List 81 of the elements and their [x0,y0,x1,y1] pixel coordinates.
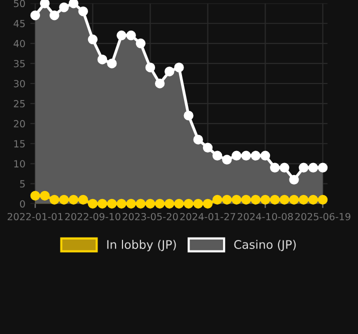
y-tick-label: 0 [20,200,25,208]
point [164,66,174,76]
point [136,198,146,209]
y-tick-label: 5 [20,180,25,188]
point [250,150,261,161]
point [298,194,308,205]
point [193,198,204,209]
x-tick-label: 2024-10-08 [238,212,293,220]
point [184,110,194,120]
point [97,198,108,209]
point [68,0,78,8]
point [174,62,184,72]
point [202,142,213,152]
point [145,62,156,72]
point [270,162,280,173]
x-tick-label: 2022-01-01 [8,212,63,220]
point [308,194,318,205]
point [212,194,222,205]
point [318,194,328,205]
point [116,198,126,209]
point [107,58,117,68]
y-tick-label: 35 [14,60,25,68]
point [97,54,108,64]
point [154,78,165,88]
x-tick-label: 2025-06-19 [295,212,350,220]
point [154,198,165,209]
point [241,150,251,161]
point [116,30,126,40]
y-tick-label: 10 [14,160,25,168]
point [298,162,308,173]
point [78,194,88,205]
point [174,198,184,209]
point [59,2,69,12]
point [50,194,60,205]
y-tick-label: 50 [14,0,25,8]
y-tick-label: 25 [14,100,25,108]
point [202,198,213,209]
point [136,38,146,48]
legend-label: Casino (JP) [234,240,296,252]
point [40,0,50,8]
point [50,10,60,20]
point [59,194,69,205]
point [126,30,136,40]
y-tick-label: 30 [14,80,25,88]
point [126,198,136,209]
point [30,10,40,20]
point [250,194,261,205]
point [280,162,290,173]
point [164,198,174,209]
point [212,150,222,161]
point [184,198,194,209]
point [270,194,280,205]
point [88,34,98,44]
point [40,190,50,201]
x-tick-label: 2022-09-10 [65,212,120,220]
point [107,198,117,209]
point [68,194,78,205]
point [308,162,318,173]
point [145,198,156,209]
point [289,194,299,205]
point [78,6,88,16]
y-tick-label: 45 [14,20,25,28]
point [30,190,40,201]
x-tick-label: 2023-05-20 [122,212,178,220]
point [318,162,328,173]
point [222,194,232,205]
legend-label: In lobby (JP) [107,240,176,252]
point [260,150,270,161]
point [88,198,98,209]
point [241,194,251,205]
point [260,194,270,205]
y-tick-label: 40 [14,40,25,48]
point [280,194,290,205]
point [232,150,242,161]
y-tick-label: 15 [14,140,25,148]
point [193,134,204,144]
point [222,154,232,165]
point [232,194,242,205]
point [289,174,299,185]
x-tick-label: 2024-01-27 [180,212,236,220]
y-tick-label: 20 [14,120,25,128]
